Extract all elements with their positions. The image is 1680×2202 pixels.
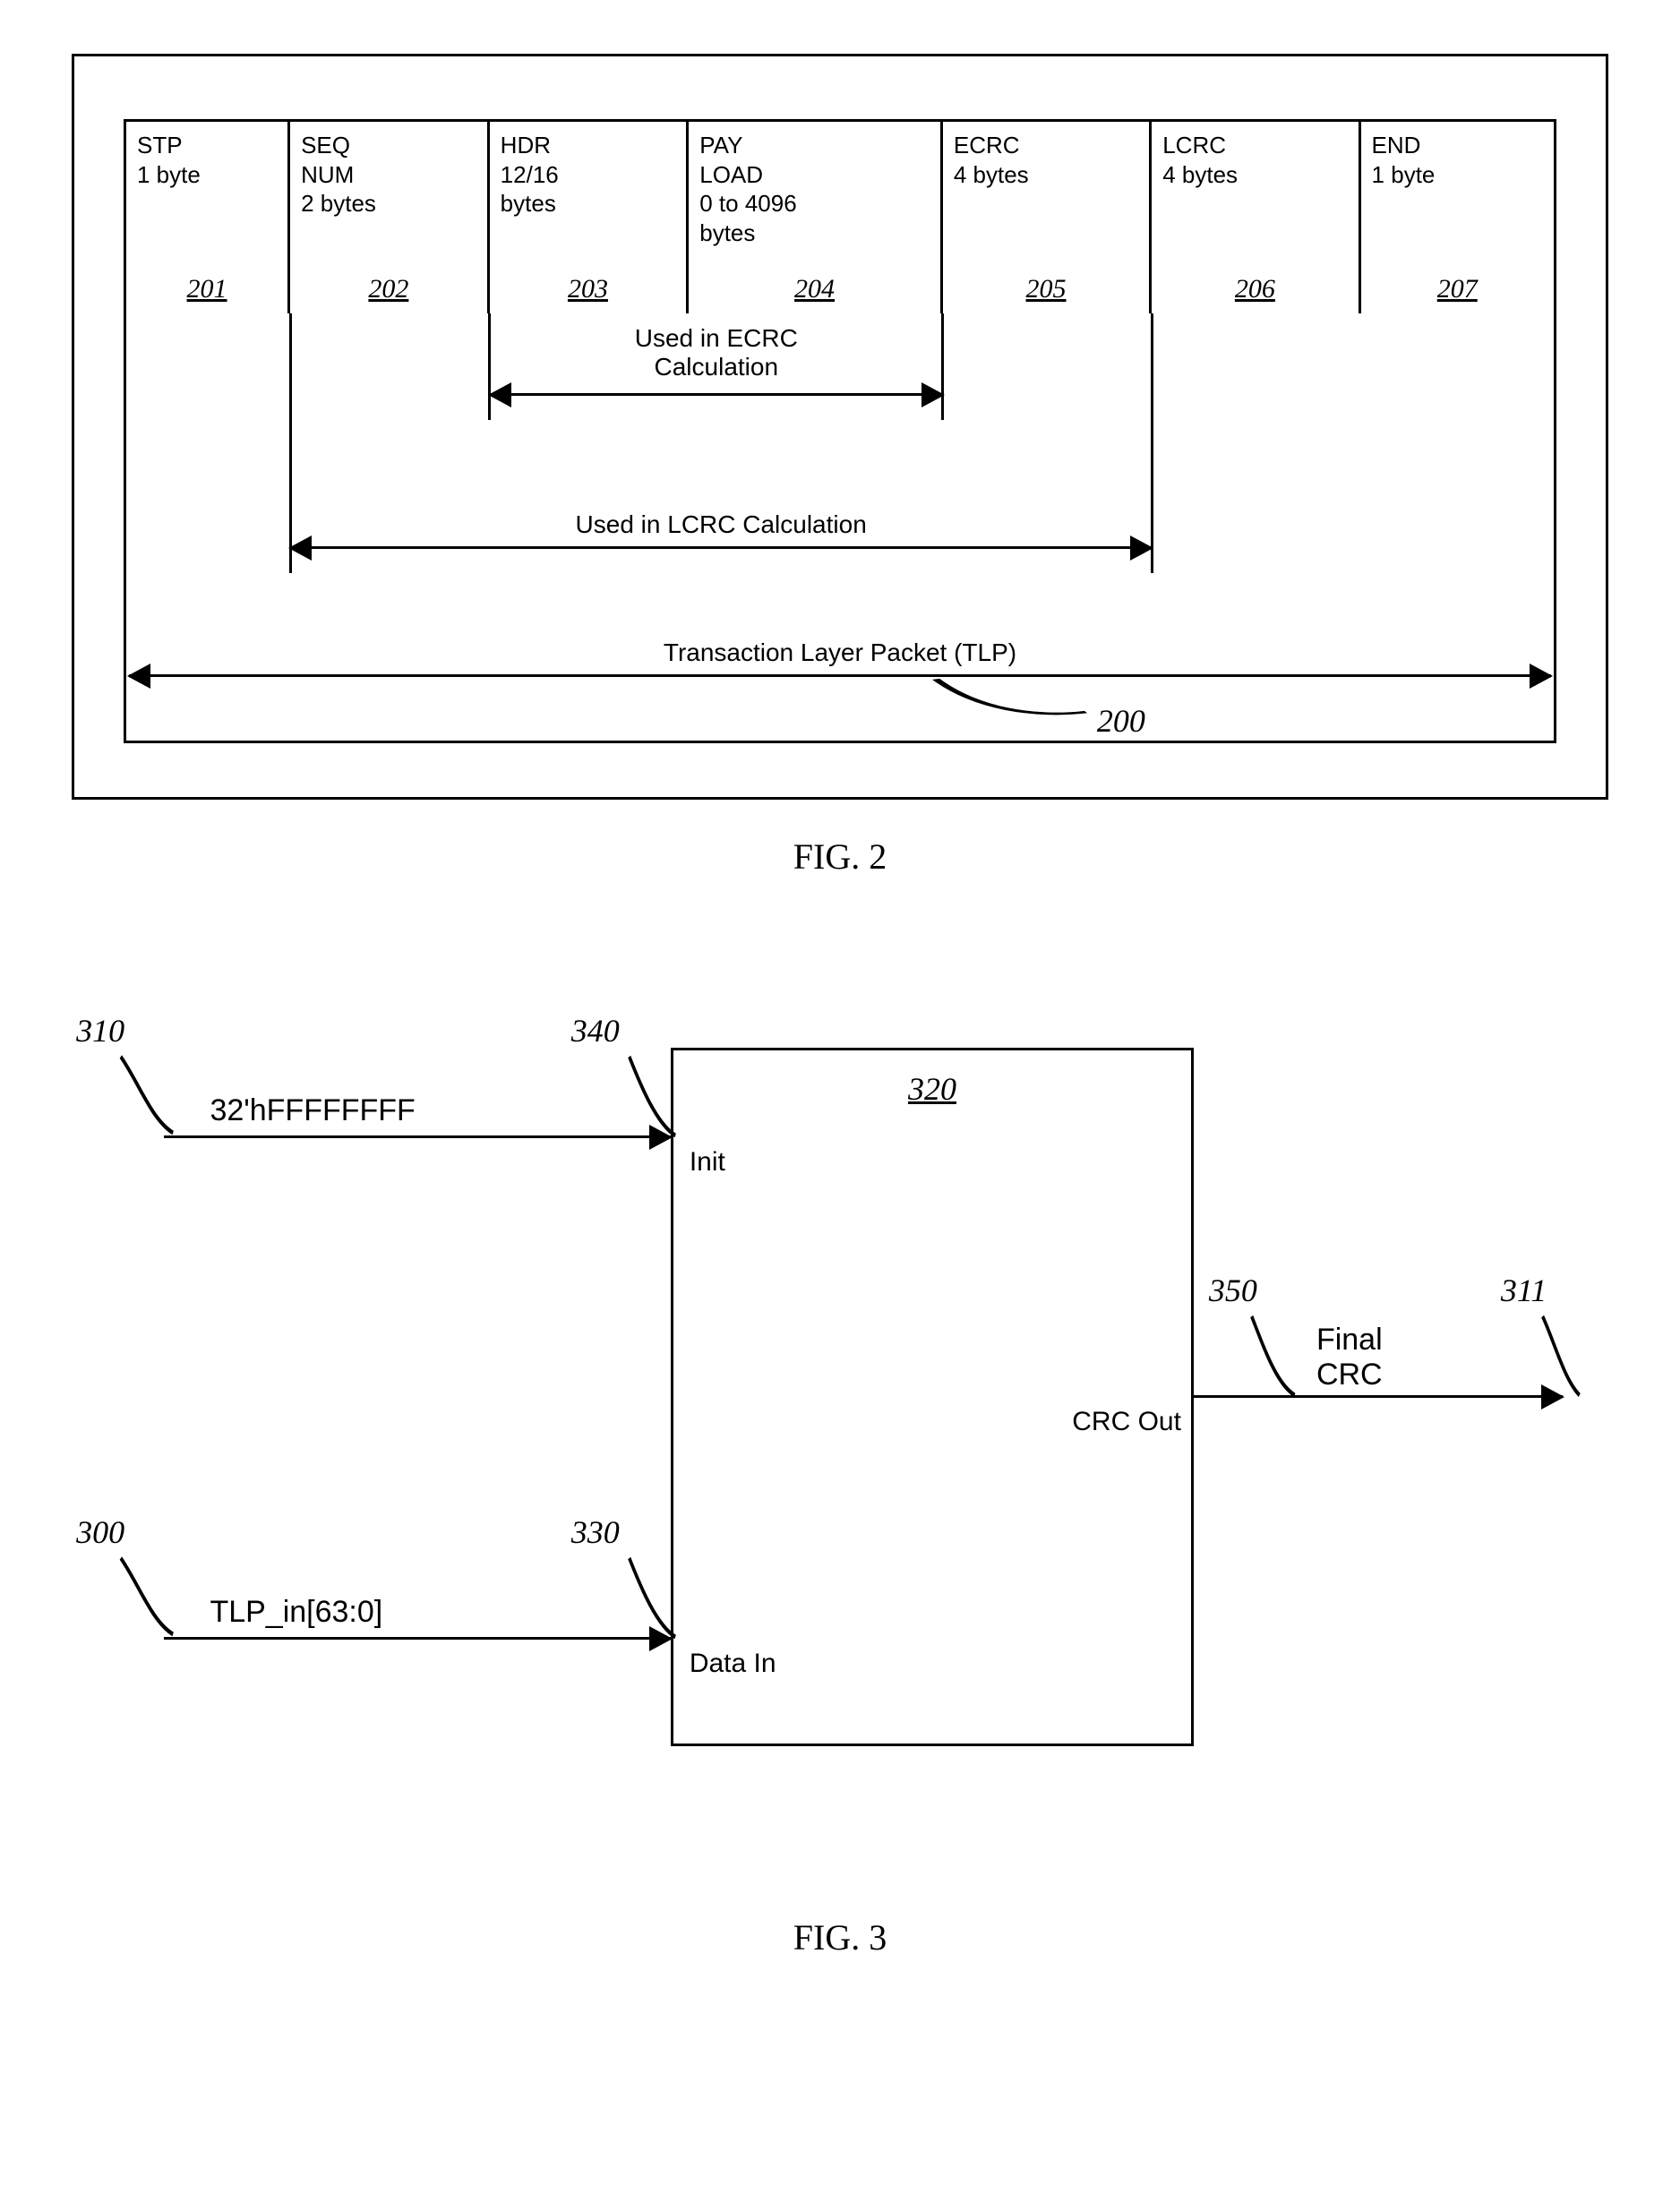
tlp-cell-203: HDR12/16bytes 203	[490, 122, 690, 313]
tlp-cell-text: END1 byte	[1372, 131, 1543, 256]
out-signal-leader	[1524, 1307, 1586, 1397]
tlp-cell-text: LCRC4 bytes	[1162, 131, 1347, 256]
tlp-cell-204: PAYLOAD0 to 4096bytes 204	[689, 122, 943, 313]
tlp-cell-205: ECRC4 bytes 205	[943, 122, 1152, 313]
fig3-caption: FIG. 3	[72, 1916, 1608, 1958]
tlp-ref: 200	[1097, 702, 1145, 740]
data-signal-ref: 300	[76, 1513, 124, 1551]
fig3-diagram: 320 32'hFFFFFFFF Init 310 340 TLP_in[63:0] Dat…	[72, 985, 1608, 1881]
tlp-fields-table: STP1 byte 201 SEQNUM2 bytes 202 HDR12/16byte…	[124, 119, 1556, 313]
figure-2: STP1 byte 201 SEQNUM2 bytes 202 HDR12/16byte…	[72, 54, 1608, 878]
tlp-cell-ref: 202	[301, 272, 476, 306]
data-wire	[164, 1637, 671, 1640]
tlp-cell-206: LCRC4 bytes 206	[1152, 122, 1360, 313]
tlp-cell-ref: 203	[501, 272, 676, 306]
ecrc-span-label: Used in ECRC Calculation	[630, 324, 803, 381]
init-port-leader	[617, 1048, 679, 1137]
tlp-cell-201: STP1 byte 201	[126, 122, 290, 313]
out-port-label: CRC Out	[1072, 1407, 1181, 1437]
out-port-leader	[1239, 1307, 1301, 1397]
tlp-cell-text: ECRC4 bytes	[954, 131, 1138, 256]
data-port-ref: 330	[571, 1513, 620, 1551]
crc-block-ref: 320	[908, 1070, 956, 1108]
data-port-leader	[617, 1549, 679, 1639]
init-port-label: Init	[690, 1147, 725, 1178]
out-port-ref: 350	[1209, 1272, 1257, 1309]
init-port-ref: 340	[571, 1012, 620, 1050]
data-signal-text: TLP_in[63:0]	[210, 1595, 382, 1630]
tlp-cell-text: HDR12/16bytes	[501, 131, 676, 256]
tlp-cell-ref: 207	[1372, 272, 1543, 306]
data-signal-leader	[115, 1549, 176, 1639]
fig2-outer-frame: STP1 byte 201 SEQNUM2 bytes 202 HDR12/16byte…	[72, 54, 1608, 800]
lcrc-span-arrow	[290, 546, 1152, 549]
tlp-cell-207: END1 byte 207	[1361, 122, 1554, 313]
lcrc-span-label: Used in LCRC Calculation	[570, 510, 872, 539]
crc-block	[671, 1048, 1193, 1746]
tlp-cell-text: SEQNUM2 bytes	[301, 131, 476, 256]
init-wire	[164, 1135, 671, 1138]
figure-3: 320 32'hFFFFFFFF Init 310 340 TLP_in[63:0] Dat…	[72, 985, 1608, 1958]
init-signal-ref: 310	[76, 1012, 124, 1050]
data-port-label: Data In	[690, 1649, 776, 1679]
out-signal-text: Final CRC	[1316, 1323, 1383, 1392]
tlp-cell-text: PAYLOAD0 to 4096bytes	[699, 131, 930, 256]
tlp-cell-ref: 205	[954, 272, 1138, 306]
out-signal-ref: 311	[1501, 1272, 1547, 1309]
out-wire	[1194, 1395, 1563, 1398]
tlp-cell-202: SEQNUM2 bytes 202	[290, 122, 490, 313]
tlp-span-arrow	[129, 674, 1551, 677]
fig2-caption: FIG. 2	[72, 835, 1608, 878]
tlp-span-label: Transaction Layer Packet (TLP)	[658, 638, 1022, 667]
tlp-cell-text: STP1 byte	[137, 131, 277, 256]
tlp-cell-ref: 204	[699, 272, 930, 306]
ecrc-span-arrow	[490, 393, 943, 396]
init-signal-text: 32'hFFFFFFFF	[210, 1093, 415, 1128]
tlp-cell-ref: 206	[1162, 272, 1347, 306]
tlp-cell-ref: 201	[137, 272, 277, 306]
tlp-spans-region: Used in ECRC Calculation Used in LCRC Cal…	[124, 313, 1556, 743]
init-signal-leader	[115, 1048, 176, 1137]
